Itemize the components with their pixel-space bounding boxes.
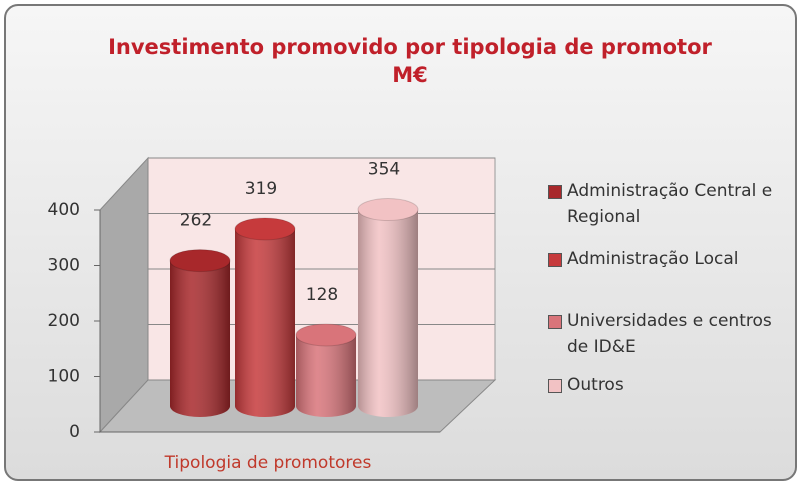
legend-label: Administração Central e Regional — [567, 181, 773, 227]
bar-top — [357, 198, 419, 222]
legend-item: Administração Central e Regional — [548, 178, 798, 230]
legend-item: Outros — [548, 372, 798, 398]
bar-top — [234, 217, 296, 241]
y-tick-label: 400 — [48, 200, 80, 220]
data-label: 319 — [245, 179, 277, 199]
bar-shade — [358, 209, 418, 417]
bar-shade — [296, 334, 356, 417]
legend: Administração Central e Regional Administ… — [548, 178, 798, 398]
chart-subtitle: M€ — [392, 63, 428, 87]
bar-top — [169, 249, 231, 273]
bar-top — [295, 323, 357, 347]
chart-title: Investimento promovido por tipologia de … — [108, 35, 712, 59]
y-tick-label: 100 — [48, 367, 80, 387]
y-tick-label: 200 — [48, 311, 80, 331]
bar-shade — [235, 228, 295, 417]
legend-item: Universidades e centros de ID&E — [548, 308, 798, 360]
legend-swatch — [548, 379, 562, 393]
legend-item: Administração Local — [548, 246, 798, 272]
legend-swatch — [548, 315, 562, 329]
x-axis-label: Tipologia de promotores — [164, 453, 372, 473]
y-tick-label: 0 — [69, 422, 80, 442]
legend-label: Universidades e centros de ID&E — [567, 311, 772, 357]
legend-swatch — [548, 253, 562, 267]
legend-label: Administração Local — [567, 249, 739, 269]
data-label: 354 — [368, 160, 400, 180]
legend-swatch — [548, 185, 562, 199]
data-label: 128 — [306, 285, 338, 305]
y-tick-label: 300 — [48, 256, 80, 276]
data-label: 262 — [180, 211, 212, 231]
bar-shade — [170, 260, 230, 417]
legend-label: Outros — [567, 375, 624, 395]
